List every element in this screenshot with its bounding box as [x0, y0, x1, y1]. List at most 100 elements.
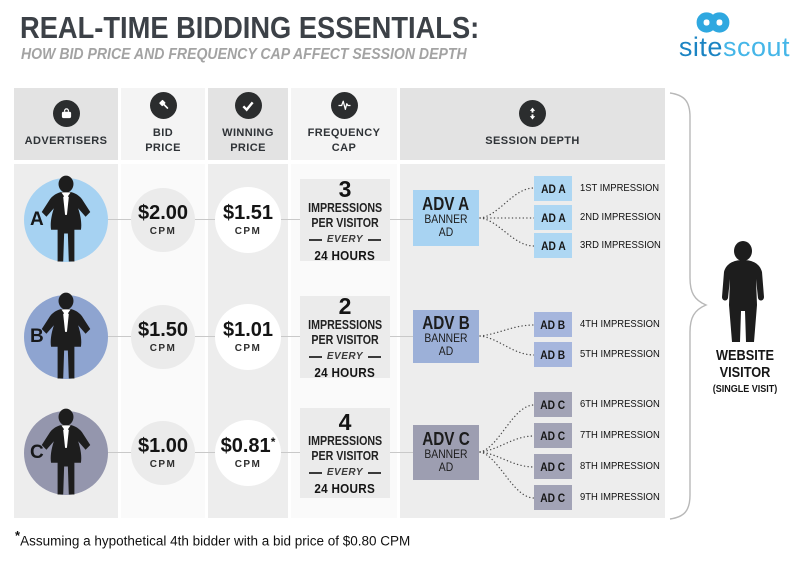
banner-line2: AD	[438, 461, 454, 474]
winning-price-b: $1.01 CPM	[215, 304, 281, 370]
advertiser-c: C	[24, 408, 108, 495]
cap-line1: IMPRESSIONS	[307, 200, 383, 216]
ad-b-tag: AD B	[534, 342, 572, 367]
website-visitor-label: WEBSITE VISITOR (SINGLE VISIT)	[698, 347, 792, 395]
wordmark-scout: scout	[722, 32, 790, 62]
ad-c-tag: AD C	[534, 423, 572, 448]
impression-label: 2ND IMPRESSION	[580, 211, 661, 223]
frequency-cap-c: 4 IMPRESSIONS PER VISITOR EVERY 24 HOURS	[300, 408, 390, 498]
checkmark-icon	[234, 92, 262, 120]
column-label: SESSION DEPTH	[485, 134, 580, 147]
banner-title: ADV B	[422, 312, 470, 333]
column-label: WINNING PRICE	[222, 127, 274, 154]
advertiser-b-letter: B	[30, 326, 44, 347]
visitor-line3: (SINGLE VISIT)	[712, 384, 778, 395]
cap-line2: PER VISITOR	[311, 214, 379, 230]
cap-every: EVERY	[308, 351, 382, 362]
impression-label: 9TH IMPRESSION	[580, 491, 660, 503]
impression-label: 3RD IMPRESSION	[580, 239, 661, 251]
banner-line1: BANNER	[424, 214, 468, 227]
ad-c-tag: AD C	[534, 485, 572, 510]
column-header-frequency-cap: FREQUENCY CAP	[291, 88, 397, 160]
column-header-winning-price: WINNING PRICE	[208, 88, 288, 160]
asterisk-note: *	[270, 435, 276, 449]
ad-a-tag: AD A	[534, 176, 572, 201]
fan-lines-a	[479, 187, 535, 247]
curly-brace	[669, 92, 708, 520]
banner-ad-c: ADV C BANNER AD	[413, 425, 479, 480]
bid-amount: $1.00	[137, 435, 189, 457]
ad-a-tag: AD A	[534, 205, 572, 230]
bid-unit: CPM	[149, 226, 177, 237]
banner-line1: BANNER	[424, 448, 468, 461]
page-subtitle: HOW BID PRICE AND FREQUENCY CAP AFFECT S…	[21, 46, 467, 63]
frequency-cap-a: 3 IMPRESSIONS PER VISITOR EVERY 24 HOURS	[300, 175, 390, 263]
website-visitor-icon	[722, 241, 764, 342]
banner-ad-b: ADV B BANNER AD	[413, 310, 479, 363]
bid-amount: $1.50	[137, 319, 189, 341]
ad-a-tag: AD A	[534, 233, 572, 258]
bid-unit: CPM	[149, 343, 177, 354]
sitescout-wordmark: sitescout	[610, 32, 790, 63]
column-label: FREQUENCY CAP	[307, 127, 381, 154]
winning-amount: $0.81*	[220, 435, 276, 457]
cap-every: EVERY	[308, 467, 382, 478]
cap-every: EVERY	[308, 234, 382, 245]
banner-title: ADV A	[422, 194, 470, 215]
advertiser-b: B	[24, 292, 108, 379]
frequency-cap-b: 2 IMPRESSIONS PER VISITOR EVERY 24 HOURS	[300, 292, 390, 381]
impression-label: 6TH IMPRESSION	[580, 398, 660, 410]
visitor-line2: VISITOR	[719, 363, 771, 381]
fan-lines-b	[479, 324, 535, 356]
banner-line2: AD	[438, 227, 454, 240]
fan-lines-c	[479, 404, 535, 499]
cap-line1: IMPRESSIONS	[307, 317, 383, 333]
gavel-icon	[149, 92, 177, 120]
impression-label: 4TH IMPRESSION	[580, 318, 660, 330]
infinity-logo-icon	[696, 12, 730, 33]
winning-amount: $1.01	[222, 319, 274, 341]
winning-price-c: $0.81* CPM	[215, 420, 281, 486]
cap-period: 24 HOURS	[314, 481, 376, 497]
businessman-icon	[41, 408, 91, 495]
advertiser-c-letter: C	[30, 442, 44, 463]
bid-unit: CPM	[149, 459, 177, 470]
visitor-line1: WEBSITE	[715, 347, 775, 364]
businessman-icon	[41, 175, 91, 262]
bid-price-b: $1.50 CPM	[131, 305, 195, 369]
banner-line1: BANNER	[424, 332, 468, 345]
ad-b-tag: AD B	[534, 312, 572, 337]
footnote-asterisk: *	[15, 528, 21, 543]
cap-count: 4	[338, 408, 352, 435]
briefcase-icon	[52, 99, 80, 127]
column-label: BID PRICE	[145, 127, 181, 154]
winning-price-a: $1.51 CPM	[215, 187, 281, 253]
pulse-icon	[330, 92, 358, 120]
impression-label: 5TH IMPRESSION	[580, 348, 660, 360]
advertiser-a: A	[24, 175, 108, 262]
cap-period: 24 HOURS	[314, 365, 376, 381]
impression-label: 7TH IMPRESSION	[580, 429, 660, 441]
winning-unit: CPM	[234, 226, 262, 237]
page-title: REAL-TIME BIDDING ESSENTIALS:	[20, 10, 480, 45]
impression-label: 1ST IMPRESSION	[580, 182, 660, 194]
banner-title: ADV C	[422, 428, 470, 449]
column-header-bid-price: BID PRICE	[121, 88, 205, 160]
cap-line2: PER VISITOR	[311, 331, 379, 347]
banner-ad-a: ADV A BANNER AD	[413, 190, 479, 246]
impression-label: 8TH IMPRESSION	[580, 460, 660, 472]
businessman-icon	[41, 292, 91, 379]
footnote-text: Assuming a hypothetical 4th bidder with …	[20, 533, 411, 549]
column-label: ADVERTISERS	[24, 134, 108, 147]
cap-count: 3	[338, 175, 352, 202]
column-header-advertisers: ADVERTISERS	[14, 88, 118, 160]
banner-line2: AD	[438, 345, 454, 358]
bid-price-a: $2.00 CPM	[131, 188, 195, 252]
wordmark-site: site	[678, 32, 723, 62]
cap-line1: IMPRESSIONS	[307, 433, 383, 449]
cap-line2: PER VISITOR	[311, 447, 379, 463]
depth-arrows-icon	[519, 99, 546, 127]
cap-count: 2	[338, 292, 352, 319]
winning-unit: CPM	[234, 459, 262, 470]
